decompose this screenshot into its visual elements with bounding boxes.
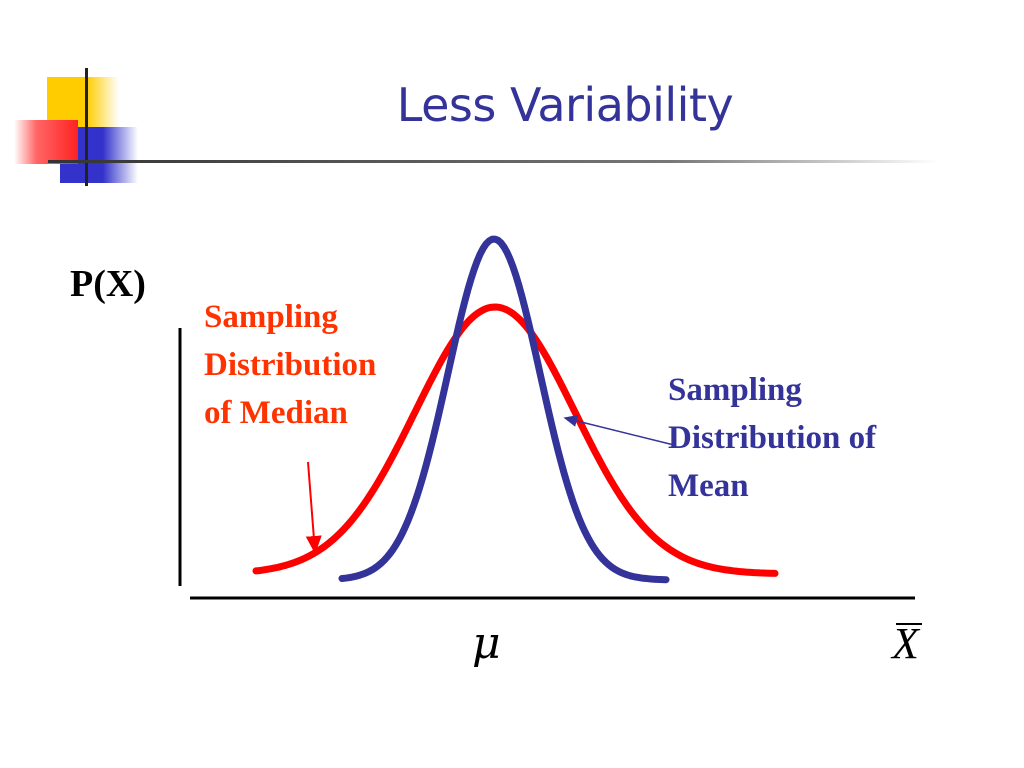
mu-symbol: μ [472,618,501,669]
mean-label-line: Sampling [668,372,802,408]
mean-label-line: Distribution of [668,420,877,456]
slide-title: Less Variability [396,78,734,132]
x-bar-symbol: X [892,619,919,668]
median-distribution-curve [252,303,779,577]
median-distribution-label: Sampling Distribution of Median [204,293,376,437]
deco-vertical-rule [85,68,88,186]
title-rule [48,160,938,163]
mean-distribution-label: Sampling Distribution of Mean [668,366,876,510]
deco-red-square [14,120,78,164]
mean-label-line: Mean [668,468,749,504]
median-label-line: Distribution [204,347,377,383]
x-bar-overline [896,623,922,625]
median-pointer-arrow [305,461,322,554]
median-label-line: Sampling [204,299,338,335]
mean-pointer-arrow [563,415,675,446]
y-axis-label: P(X) [70,263,146,305]
mean-distribution-curve [338,235,670,584]
median-label-line: of Median [204,395,348,431]
slide-decoration [14,68,938,186]
